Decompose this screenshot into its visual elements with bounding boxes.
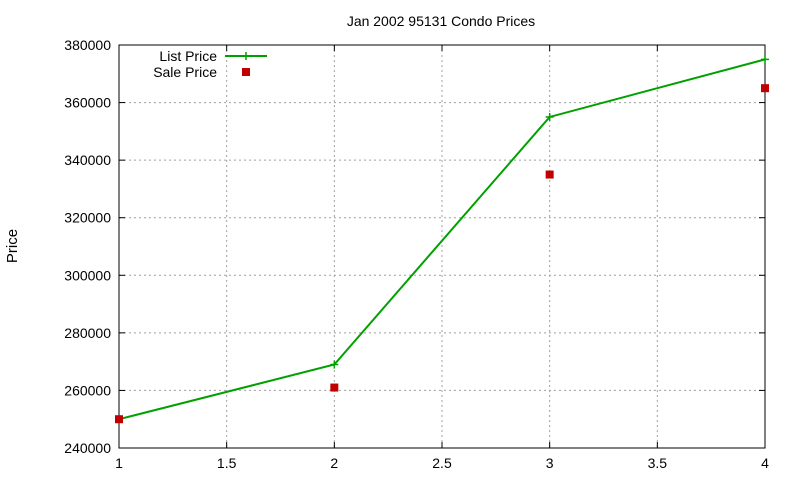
chart-title: Jan 2002 95131 Condo Prices <box>347 13 535 29</box>
series-line <box>118 58 766 421</box>
x-tick-label: 1.5 <box>217 455 237 471</box>
grid <box>119 45 765 448</box>
data-point <box>761 55 769 64</box>
x-tick-label: 4 <box>761 455 769 471</box>
data-point <box>330 383 339 392</box>
data-point <box>545 170 554 179</box>
series-sale-price <box>115 84 769 424</box>
y-tick-label: 320000 <box>64 210 111 226</box>
y-tick-label: 240000 <box>64 440 111 456</box>
y-tick-label: 340000 <box>64 152 111 168</box>
x-tick-label: 3 <box>546 455 554 471</box>
y-tick-label: 280000 <box>64 325 111 341</box>
data-point <box>761 84 769 93</box>
y-tick-label: 300000 <box>64 267 111 283</box>
legend-marker <box>242 68 250 76</box>
x-tick-label: 2 <box>330 455 338 471</box>
data-point <box>115 415 123 424</box>
x-tick-label: 3.5 <box>648 455 668 471</box>
y-axis-label: Price <box>4 229 21 263</box>
data-point <box>545 112 554 121</box>
y-tick-label: 360000 <box>64 95 111 111</box>
data-point <box>330 360 339 369</box>
y-tick-label: 380000 <box>64 37 111 53</box>
x-tick-label: 2.5 <box>432 455 452 471</box>
series-layer <box>115 55 769 424</box>
y-tick-label: 260000 <box>64 382 111 398</box>
legend-label: Sale Price <box>153 64 217 80</box>
legend-marker <box>242 52 250 60</box>
legend-label: List Price <box>159 48 217 64</box>
x-tick-label: 1 <box>115 455 123 471</box>
axis-ticks: 1 1.5 2 2.5 3 3.5 4 240000 260000 280000 300000 320… <box>64 37 769 471</box>
